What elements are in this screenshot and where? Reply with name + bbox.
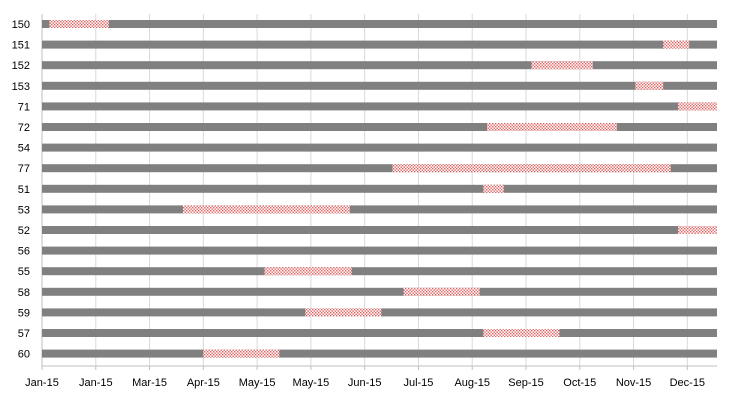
category-label: 52 — [18, 225, 30, 237]
category-label: 57 — [18, 328, 30, 340]
bar-highlight — [403, 287, 480, 296]
category-label: 152 — [12, 60, 30, 72]
category-label: 60 — [18, 349, 30, 361]
bar-base — [42, 61, 717, 70]
bar-highlight — [635, 81, 664, 90]
bar-base — [42, 164, 717, 173]
x-tick-label: Jan-15 — [25, 377, 59, 389]
bar-base — [42, 143, 717, 152]
category-label: 150 — [12, 19, 30, 31]
category-label: 55 — [18, 266, 30, 278]
bar-highlight — [203, 349, 280, 358]
bar-base — [42, 329, 717, 337]
x-tick-label: May-15 — [239, 377, 276, 389]
x-tick-label: Aug-15 — [454, 377, 489, 389]
category-label: 59 — [18, 307, 30, 319]
bar-highlight — [182, 205, 350, 214]
x-tick-label: Mar-15 — [132, 377, 167, 389]
x-tick-labels: Jan-15 Jan-15 Mar-15 Apr-15 May-15 May-15 Jun-… — [25, 377, 705, 389]
bar-base — [42, 40, 717, 49]
bar-base — [42, 123, 717, 131]
category-label: 151 — [12, 40, 30, 52]
bar-base — [42, 226, 717, 234]
bar-base — [42, 349, 717, 358]
bar-highlight — [264, 267, 352, 276]
x-tick-label: Sep-15 — [508, 377, 543, 389]
category-label: 72 — [18, 122, 30, 134]
bar-highlight — [678, 102, 717, 111]
bar-base — [42, 184, 717, 193]
category-label: 51 — [18, 184, 30, 196]
bar-highlight — [49, 20, 109, 28]
bar-base — [42, 205, 717, 214]
bar-highlight — [487, 123, 617, 131]
category-label: 53 — [18, 204, 30, 216]
bar-base — [42, 287, 717, 296]
category-label: 71 — [18, 101, 30, 113]
x-tick-label: May-15 — [293, 377, 330, 389]
bar-highlight — [663, 40, 690, 49]
x-tick-label: Oct-15 — [563, 377, 596, 389]
category-label: 77 — [18, 163, 30, 175]
category-label: 58 — [18, 287, 30, 299]
x-tick-label: Jun-15 — [348, 377, 382, 389]
bars — [42, 20, 717, 358]
bar-highlight — [483, 329, 560, 337]
bar-highlight — [678, 226, 717, 234]
bar-base — [42, 102, 717, 111]
bar-base — [42, 20, 717, 28]
category-label: 153 — [12, 81, 30, 93]
x-tick-label: Jan-15 — [79, 377, 113, 389]
category-label: 56 — [18, 246, 30, 258]
category-labels: 150 151 152 153 71 72 54 77 51 53 52 56 55 58 59 57 60 — [12, 19, 30, 361]
bar-highlight — [483, 184, 504, 193]
bar-base — [42, 81, 717, 90]
bar-highlight — [305, 308, 382, 317]
bar-base — [42, 246, 717, 255]
bar-highlight — [392, 164, 671, 173]
x-tick-label: Dec-15 — [670, 377, 705, 389]
x-tick-label: Jul-15 — [403, 377, 433, 389]
bar-highlight — [531, 61, 593, 70]
category-label: 54 — [18, 143, 30, 155]
x-tick-label: Apr-15 — [187, 377, 220, 389]
bar-base — [42, 267, 717, 276]
x-tick-label: Nov-15 — [616, 377, 651, 389]
